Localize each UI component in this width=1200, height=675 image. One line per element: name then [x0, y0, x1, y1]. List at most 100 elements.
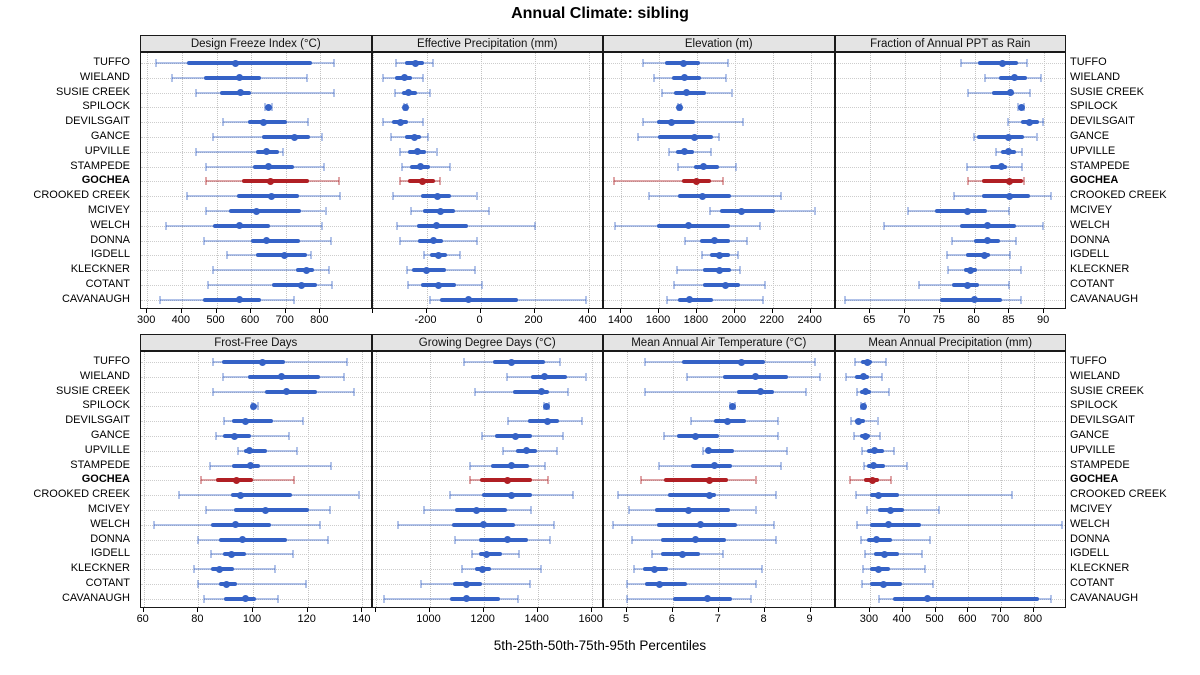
axis-tick-label: 700	[990, 613, 1010, 625]
gridline-h	[604, 554, 834, 556]
gridline-v	[362, 352, 364, 607]
median-dot	[268, 192, 276, 200]
iqr-bar	[219, 537, 287, 542]
percentile-whisker	[863, 568, 925, 571]
median-dot	[998, 163, 1006, 171]
site-label-left: IGDELL	[90, 248, 130, 261]
whisker-cap-right	[709, 147, 712, 156]
gridline-h	[835, 166, 1065, 168]
panel-header: Elevation (m)	[603, 35, 835, 52]
panel-header: Effective Precipitation (mm)	[371, 35, 603, 52]
median-dot	[463, 595, 471, 603]
percentile-whisker	[198, 583, 306, 585]
median-dot	[699, 192, 707, 200]
median-dot	[429, 237, 437, 245]
whisker-cap-left	[205, 177, 208, 186]
axis-tick	[180, 309, 182, 313]
axis-tick-label: 400	[578, 314, 597, 326]
whisker-cap-left	[429, 295, 431, 304]
iqr-bar	[204, 75, 262, 80]
whisker-cap-left	[481, 432, 483, 440]
whisker-cap-right	[481, 281, 484, 289]
axis-tick-label: 140	[352, 613, 371, 625]
whisker-cap-left	[651, 550, 654, 559]
median-dot	[923, 595, 931, 603]
whisker-cap-right	[730, 88, 733, 97]
median-dot	[885, 521, 893, 529]
iqr-bar	[719, 209, 775, 213]
percentile-whisker	[666, 298, 764, 301]
site-label-right: SPILOCK	[1070, 399, 1118, 412]
axis-tick	[626, 608, 627, 612]
gridline-h	[835, 376, 1065, 378]
median-dot	[507, 462, 515, 470]
whisker-cap-left	[407, 281, 410, 289]
median-dot	[1005, 133, 1013, 141]
median-dot	[541, 373, 549, 381]
axis-tick	[1043, 309, 1045, 313]
median-dot	[504, 476, 512, 484]
whisker-cap-right	[287, 432, 290, 440]
panel-header: Fraction of Annual PPT as Rain	[834, 35, 1066, 52]
whisker-cap-left	[700, 251, 703, 260]
whisker-cap-right	[304, 580, 307, 588]
axis-tick	[934, 608, 936, 612]
whisker-cap-right	[876, 417, 879, 426]
gridline-v	[534, 53, 536, 308]
whisker-cap-right	[584, 372, 587, 381]
gridline-v	[307, 352, 309, 607]
axis-tick-label: 80	[967, 314, 980, 326]
median-dot	[303, 266, 310, 274]
gridline-h	[604, 299, 834, 301]
whisker-cap-left	[665, 295, 668, 304]
median-dot	[252, 207, 260, 215]
plot-area	[834, 52, 1066, 309]
iqr-bar	[645, 582, 687, 586]
gridline-h	[835, 539, 1065, 541]
whisker-cap-left	[906, 207, 909, 215]
whisker-cap-left	[984, 73, 986, 82]
whisker-cap-right	[473, 266, 476, 275]
iqr-bar	[512, 389, 549, 394]
median-dot	[261, 506, 269, 514]
whisker-cap-right	[1008, 281, 1011, 289]
whisker-cap-right	[338, 177, 341, 186]
axis-tick-label: 800	[1023, 613, 1043, 625]
site-label-left: GANCE	[90, 130, 130, 142]
whisker-cap-right	[352, 387, 355, 396]
median-dot	[1005, 192, 1013, 200]
percentile-whisker	[703, 449, 787, 452]
whisker-cap-left	[626, 594, 628, 603]
median-dot	[964, 281, 972, 289]
iqr-bar	[440, 297, 518, 302]
whisker-cap-right	[1020, 295, 1023, 304]
whisker-cap-left	[203, 236, 206, 245]
whisker-cap-left	[194, 147, 197, 156]
whisker-cap-left	[395, 221, 398, 230]
whisker-cap-left	[225, 251, 228, 260]
plot-area	[371, 351, 603, 608]
whisker-cap-right	[893, 446, 896, 455]
whisker-cap-right	[746, 236, 749, 245]
site-label-left: CAVANAUGH	[61, 591, 130, 604]
whisker-cap-right	[516, 594, 519, 603]
gridline-h	[835, 225, 1065, 227]
axis-tick	[1008, 309, 1010, 313]
iqr-bar	[658, 135, 714, 139]
axis-tick-label: 600	[958, 613, 977, 625]
axis-tick-label: 1400	[607, 314, 633, 326]
site-label-left: WELCH	[90, 218, 130, 231]
axis-tick	[142, 608, 144, 612]
whisker-cap-right	[552, 520, 555, 529]
whisker-cap-left	[856, 387, 859, 396]
whisker-cap-left	[612, 520, 615, 529]
whisker-cap-right	[749, 594, 752, 603]
gridline-h	[835, 92, 1065, 94]
whisker-cap-right	[530, 506, 533, 514]
panel-header: Mean Annual Precipitation (mm)	[834, 334, 1066, 351]
percentile-whisker	[210, 553, 294, 556]
gridline-h	[604, 584, 834, 585]
gridline-h	[372, 436, 602, 437]
axis-tick-label: 500	[925, 613, 944, 625]
whisker-cap-right	[256, 402, 259, 411]
